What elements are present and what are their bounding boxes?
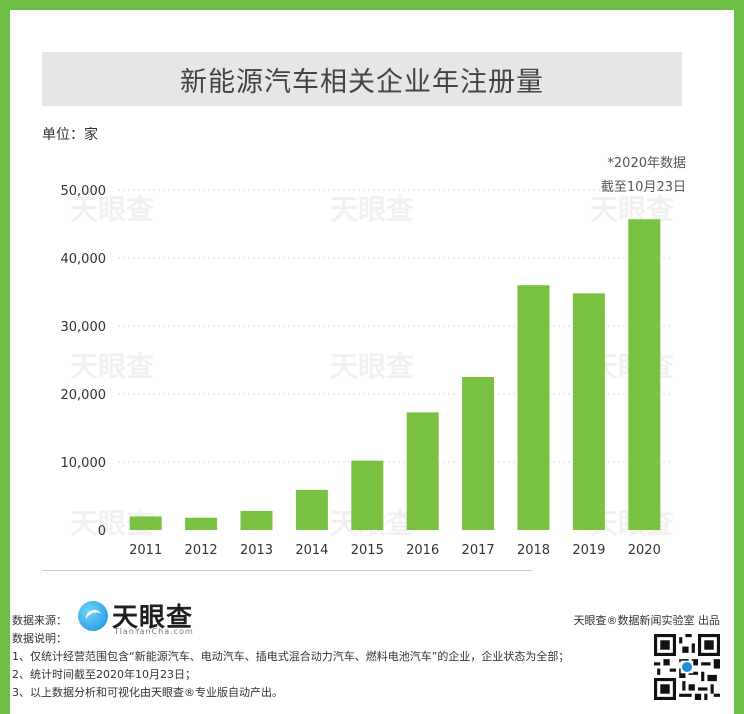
watermark: 天眼查	[70, 350, 155, 383]
bar-2012	[185, 517, 218, 530]
description-note: 2、统计时间截至2020年10月23日；	[12, 668, 196, 681]
tianyancha-logo: 天眼查 TianYanCha.com	[78, 597, 194, 636]
source-label: 数据来源：	[12, 614, 67, 627]
x-tick-label: 2017	[462, 543, 495, 558]
y-tick-label: 40,000	[61, 252, 107, 267]
producer-label: 天眼查®数据新闻实验室 出品	[573, 614, 721, 627]
y-tick-label: 30,000	[61, 320, 107, 335]
data-note: *2020年数据 截至10月23日	[601, 152, 686, 200]
divider	[42, 570, 532, 571]
bar-2019	[572, 293, 605, 530]
watermark: 天眼查	[330, 193, 415, 226]
logo-subtitle: TianYanCha.com	[114, 627, 194, 636]
x-axis-ticks: 2011 2012 2013 2014 2015 2016 2017 2018 2019 2020	[129, 543, 661, 558]
bar-2013	[240, 510, 273, 530]
x-tick-label: 2011	[129, 543, 162, 558]
description-title: 数据说明：	[12, 632, 67, 645]
bars	[129, 219, 661, 531]
y-tick-label: 20,000	[61, 388, 107, 403]
x-tick-label: 2012	[185, 543, 218, 558]
logo-name: 天眼查	[112, 603, 194, 633]
qr-code-icon	[654, 634, 720, 700]
bar-2014	[295, 489, 328, 530]
x-tick-label: 2018	[517, 543, 550, 558]
unit-label: 单位：家	[42, 127, 98, 143]
bar-chart: 0 10,000 20,000 30,000 40,000 50,000 2011 2012…	[61, 184, 672, 558]
eye-logo-icon	[78, 600, 108, 631]
x-tick-label: 2013	[240, 543, 273, 558]
bar-2011	[129, 516, 162, 530]
y-tick-label: 10,000	[61, 456, 107, 471]
x-tick-label: 2015	[351, 543, 384, 558]
data-description: 数据说明： 1、仅统计经营范围包含“新能源汽车、电动汽车、插电式混合动力汽车、燃…	[12, 630, 569, 702]
description-note: 3、以上数据分析和可视化由天眼查®专业版自动产出。	[12, 686, 283, 699]
description-note: 1、仅统计经营范围包含“新能源汽车、电动汽车、插电式混合动力汽车、燃料电池汽车”…	[12, 650, 570, 663]
x-tick-label: 2020	[628, 543, 661, 558]
bar-2017	[462, 377, 495, 530]
chart-title: 新能源汽车相关企业年注册量	[42, 52, 682, 106]
y-tick-label: 0	[98, 524, 106, 539]
x-tick-label: 2016	[406, 543, 439, 558]
watermark: 天眼查	[330, 350, 415, 383]
data-note-line2: 截至10月23日	[600, 180, 686, 195]
y-axis-ticks: 0 10,000 20,000 30,000 40,000 50,000	[61, 184, 107, 539]
watermark: 天眼查	[70, 193, 155, 226]
data-note-line1: *2020年数据	[607, 156, 686, 171]
y-tick-label: 50,000	[61, 184, 107, 199]
x-tick-label: 2014	[295, 543, 328, 558]
bar-2016	[406, 412, 439, 530]
x-tick-label: 2019	[572, 543, 605, 558]
bar-2018	[517, 285, 550, 530]
infographic-card	[10, 10, 734, 714]
bar-2020	[628, 219, 661, 531]
bar-2015	[351, 460, 384, 530]
